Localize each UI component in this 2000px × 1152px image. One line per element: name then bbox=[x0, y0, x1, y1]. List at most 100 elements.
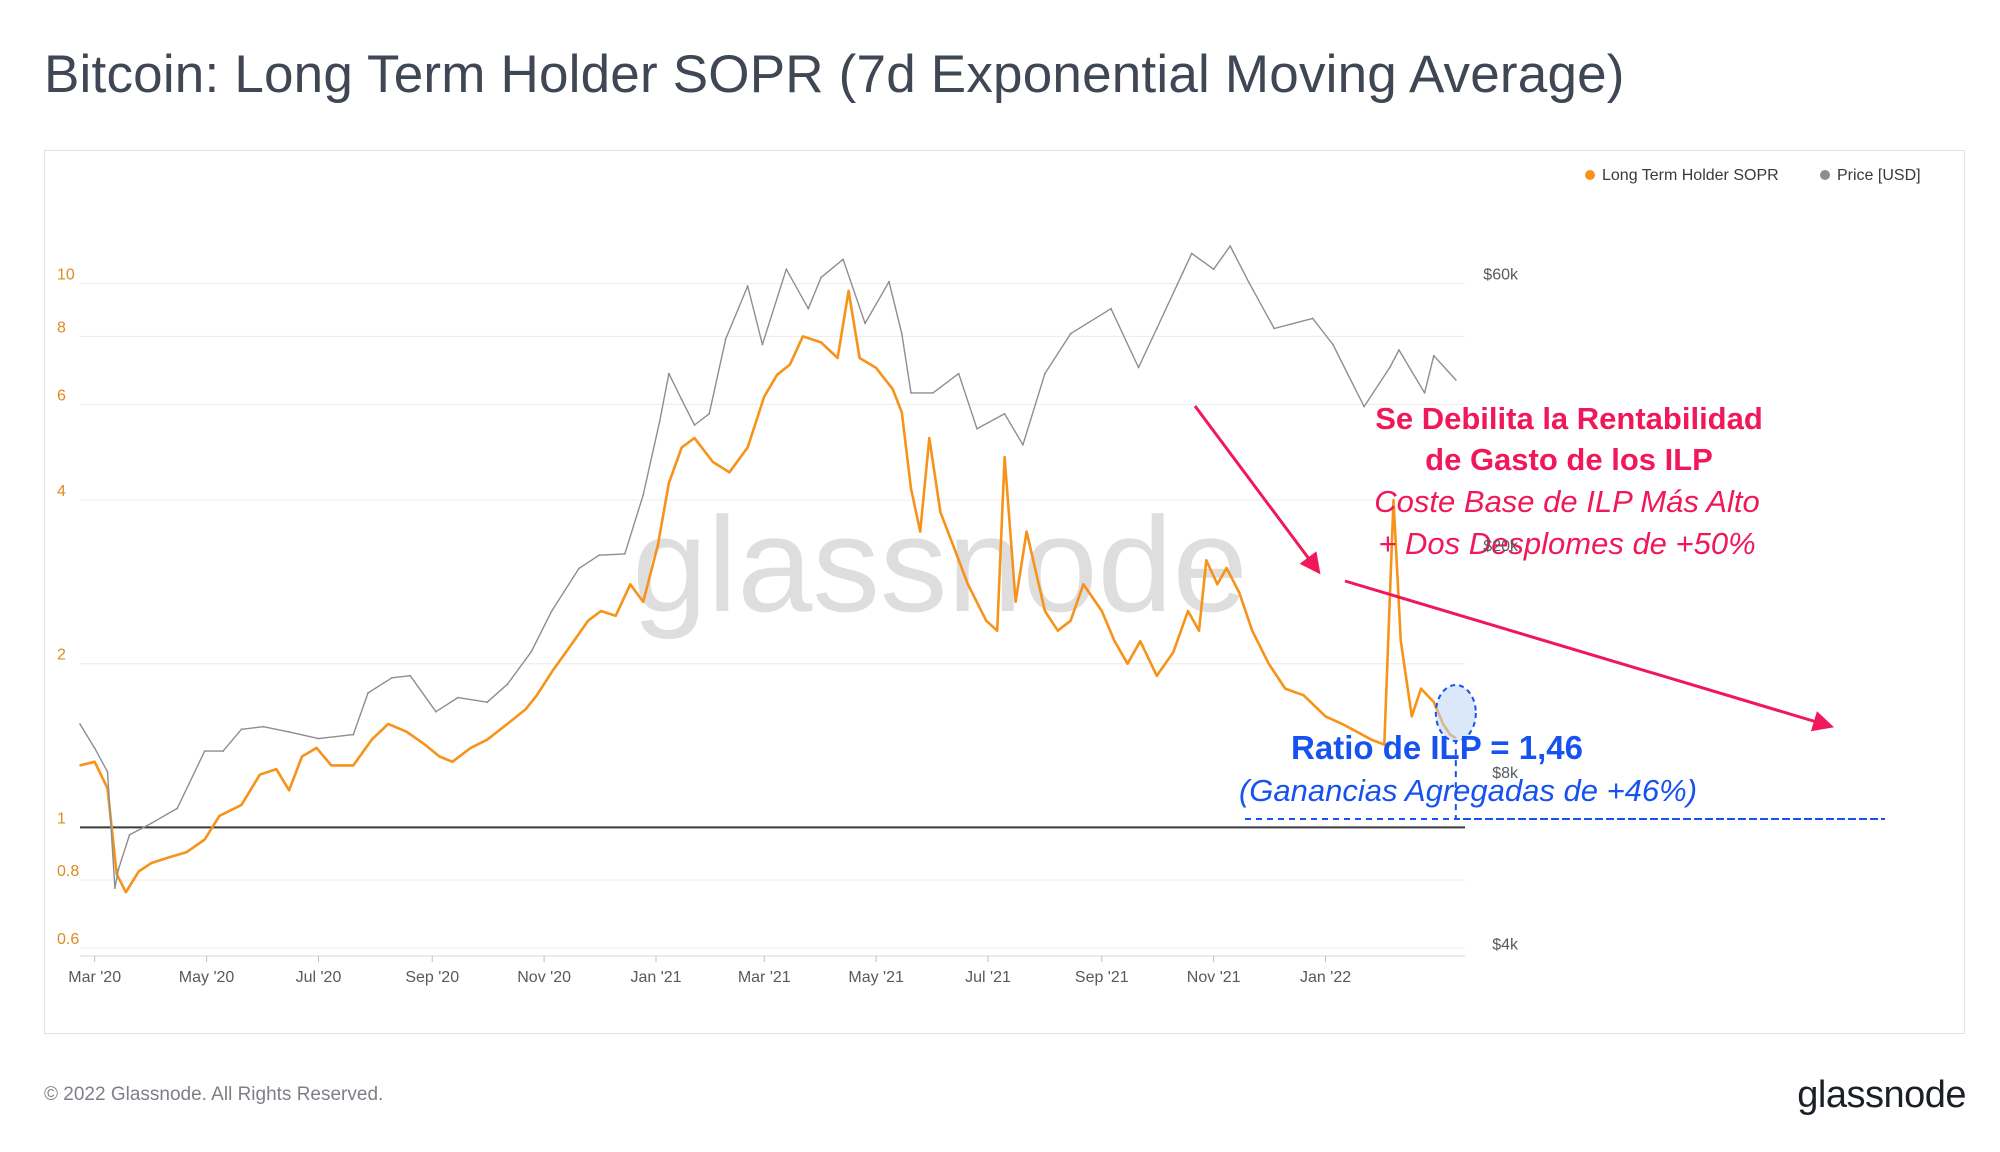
y-right-tick-label: $20k bbox=[1483, 538, 1519, 555]
price-data-point bbox=[820, 276, 822, 279]
price-data-point bbox=[1363, 405, 1365, 408]
price-data-point bbox=[761, 343, 764, 346]
price-data-point bbox=[1398, 349, 1400, 351]
legend-price-dot bbox=[1820, 170, 1830, 180]
y-left-tick-label: 6 bbox=[57, 387, 66, 404]
sopr-data-point bbox=[693, 437, 696, 439]
sopr-data-point bbox=[1216, 583, 1219, 586]
price-data-point bbox=[746, 285, 749, 287]
price-data-point bbox=[1332, 343, 1334, 346]
price-data-point bbox=[693, 424, 696, 426]
price-data-point bbox=[409, 674, 412, 677]
sopr-data-point bbox=[1420, 687, 1422, 690]
annotation-sub-line2: + Dos Desplomes de +50% bbox=[1378, 526, 1755, 561]
price-data-point bbox=[486, 701, 489, 704]
price-data-point bbox=[435, 710, 437, 713]
price-data-point bbox=[1069, 332, 1072, 335]
trend-arrow-long bbox=[1344, 579, 1835, 732]
y-left-tick-label: 4 bbox=[57, 483, 66, 500]
ratio-bracket-line bbox=[1245, 741, 1885, 820]
glassnode-logo: glassnode bbox=[1797, 1074, 1966, 1116]
sopr-data-point bbox=[1044, 610, 1046, 612]
y-left-tick-label: 10 bbox=[57, 267, 75, 284]
sopr-data-point bbox=[1399, 640, 1402, 643]
sopr-data-point bbox=[910, 487, 912, 490]
sopr-data-point bbox=[185, 851, 188, 854]
price-data-point bbox=[578, 567, 580, 570]
sopr-data-point bbox=[1410, 715, 1413, 718]
price-data-point bbox=[1044, 372, 1046, 375]
sopr-data-point bbox=[1432, 701, 1435, 703]
price-data-point bbox=[1229, 245, 1232, 247]
price-data-point bbox=[1137, 366, 1140, 369]
price-data-point bbox=[222, 750, 225, 752]
x-tick-label: Jan '21 bbox=[630, 969, 681, 986]
sopr-data-point bbox=[203, 838, 206, 841]
annotation-sub-line1: Coste Base de ILP Más Alto bbox=[1374, 484, 1759, 519]
price-data-point bbox=[1247, 280, 1250, 283]
x-tick-label: Jan '22 bbox=[1300, 969, 1351, 986]
sopr-data-point bbox=[258, 773, 261, 776]
sopr-data-point bbox=[642, 600, 645, 603]
sopr-data-point bbox=[150, 862, 153, 864]
x-tick-label: Jul '20 bbox=[296, 969, 342, 986]
sopr-data-point bbox=[776, 373, 778, 376]
price-data-point bbox=[598, 554, 600, 557]
sopr-data-point bbox=[405, 730, 408, 733]
sopr-data-point bbox=[600, 610, 602, 612]
sopr-data-point bbox=[967, 583, 969, 586]
annotation-headline-line1: Se Debilita la Rentabilidad bbox=[1375, 401, 1763, 436]
sopr-data-point bbox=[1198, 629, 1200, 632]
legend-sopr-label[interactable]: Long Term Holder SOPR bbox=[1602, 167, 1779, 184]
price-data-point bbox=[668, 372, 670, 375]
y-right-tick-label: $8k bbox=[1492, 765, 1519, 782]
price-data-point bbox=[1110, 307, 1112, 310]
price-data-point bbox=[550, 610, 553, 613]
sopr-data-point bbox=[552, 668, 555, 671]
sopr-data-point bbox=[288, 789, 290, 792]
price-data-point bbox=[807, 307, 810, 310]
price-data-point bbox=[176, 807, 179, 810]
sopr-data-point bbox=[79, 764, 81, 767]
x-tick-label: Mar '21 bbox=[738, 969, 791, 986]
sopr-data-point bbox=[387, 723, 390, 725]
price-data-point bbox=[1190, 252, 1193, 255]
sopr-data-point bbox=[1251, 629, 1254, 632]
price-data-point bbox=[680, 398, 683, 401]
y-left-tick-label: 1 bbox=[57, 810, 66, 827]
sopr-data-point bbox=[1025, 530, 1028, 533]
legend-price-label[interactable]: Price [USD] bbox=[1837, 167, 1921, 184]
sopr-data-point bbox=[629, 583, 632, 586]
sopr-data-point bbox=[1069, 619, 1072, 622]
sopr-data-point bbox=[370, 738, 373, 741]
sopr-data-point bbox=[836, 357, 839, 359]
price-data-point bbox=[910, 392, 912, 394]
x-tick-label: Jul '21 bbox=[965, 969, 1011, 986]
x-tick-label: Sep '20 bbox=[405, 969, 459, 986]
sopr-data-point bbox=[891, 388, 894, 390]
sopr-data-point bbox=[1267, 662, 1270, 665]
sopr-data-point bbox=[568, 645, 571, 648]
sopr-data-point bbox=[1113, 640, 1116, 643]
sopr-data-point bbox=[1238, 592, 1241, 594]
price-data-point bbox=[932, 392, 934, 394]
sopr-data-point bbox=[1392, 499, 1395, 501]
sopr-data-point bbox=[93, 760, 96, 763]
y-left-tick-label: 8 bbox=[57, 319, 66, 336]
sopr-data-point bbox=[656, 544, 659, 547]
price-data-point bbox=[785, 268, 788, 271]
sopr-data-point bbox=[712, 461, 714, 463]
price-data-point bbox=[1454, 379, 1457, 381]
sopr-data-point bbox=[486, 738, 489, 741]
sopr-data-point bbox=[820, 341, 822, 344]
sopr-data-point bbox=[847, 290, 850, 292]
price-data-point bbox=[724, 338, 727, 340]
sopr-data-point bbox=[1014, 600, 1017, 603]
price-data-point bbox=[1022, 443, 1024, 446]
sopr-data-point bbox=[275, 768, 278, 770]
price-data-point bbox=[506, 683, 509, 686]
y-left-tick-label: 0.8 bbox=[57, 863, 79, 880]
price-data-point bbox=[623, 553, 626, 555]
sopr-data-point bbox=[1225, 567, 1228, 569]
sopr-data-point bbox=[919, 530, 922, 533]
